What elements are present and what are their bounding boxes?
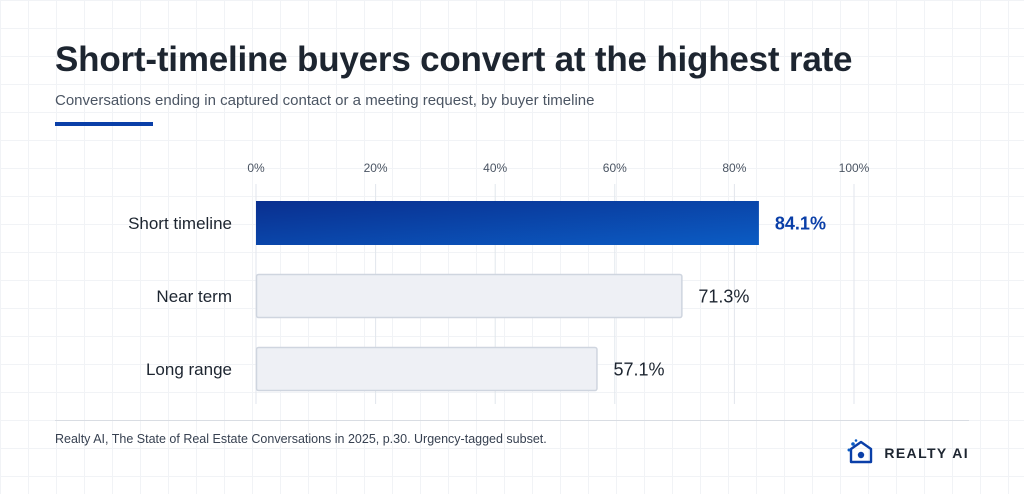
- footer-divider: [55, 420, 969, 421]
- bar: [255, 273, 683, 319]
- x-tick-label: 80%: [722, 161, 746, 175]
- bar: [255, 346, 598, 392]
- brand-name: REALTY AI: [884, 445, 969, 461]
- x-tick-label: 100%: [839, 161, 870, 175]
- data-label: 84.1%: [775, 214, 826, 234]
- source-note: Realty AI, The State of Real Estate Conv…: [55, 432, 547, 446]
- category-label: Near term: [156, 287, 232, 306]
- title-accent-rule: [55, 122, 153, 126]
- brand-logo: REALTY AI: [846, 438, 969, 468]
- x-tick-label: 20%: [364, 161, 388, 175]
- chart-subtitle: Conversations ending in captured contact…: [55, 92, 595, 109]
- chart-title: Short-timeline buyers convert at the hig…: [55, 40, 853, 79]
- category-label: Long range: [146, 360, 232, 379]
- data-label: 71.3%: [698, 287, 749, 307]
- x-tick-label: 40%: [483, 161, 507, 175]
- x-tick-label: 60%: [603, 161, 627, 175]
- bar-highlighted: [256, 201, 759, 245]
- x-tick-label: 0%: [247, 161, 265, 175]
- bar-chart: 0% 20% 40% 60% 80% 100% Short timeline 84.1% Nea…: [128, 161, 870, 404]
- data-label: 57.1%: [613, 360, 664, 380]
- category-label: Short timeline: [128, 214, 232, 233]
- realty-ai-logo-icon: [847, 439, 873, 464]
